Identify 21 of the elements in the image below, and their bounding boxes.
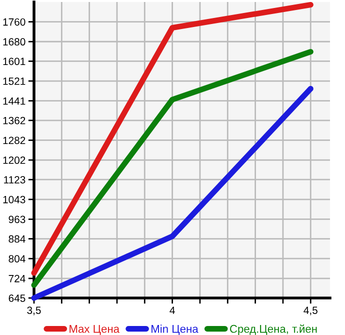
legend-label: Сред.Цена, т.йен [230,324,317,335]
y-tick-label: 963 [8,216,26,224]
legend-label: Min Цена [152,324,198,335]
y-tick-label: 1680 [3,38,26,46]
y-tick-label: 1043 [3,196,26,204]
y-tick-label: 1123 [4,176,26,184]
x-tick-label: 3,5 [27,306,41,316]
legend-label: Max Цена [70,325,120,335]
y-tick-label: 1362 [3,116,26,124]
y-tick-label: 1521 [3,78,26,85]
y-tick-label: 804 [8,255,26,262]
y-tick-label: 1601 [3,58,26,66]
y-tick-label: 645 [8,294,26,302]
y-tick-label: 1760 [3,18,26,26]
y-tick-label: 1282 [3,136,26,144]
y-tick-label: 1202 [3,156,26,164]
y-tick-label: 884 [8,235,26,243]
x-tick-label: 4 [170,306,175,314]
x-tick-label: 4,5 [304,306,318,316]
y-tick-label: 724 [8,274,26,282]
y-tick-label: 1441 [3,97,26,105]
